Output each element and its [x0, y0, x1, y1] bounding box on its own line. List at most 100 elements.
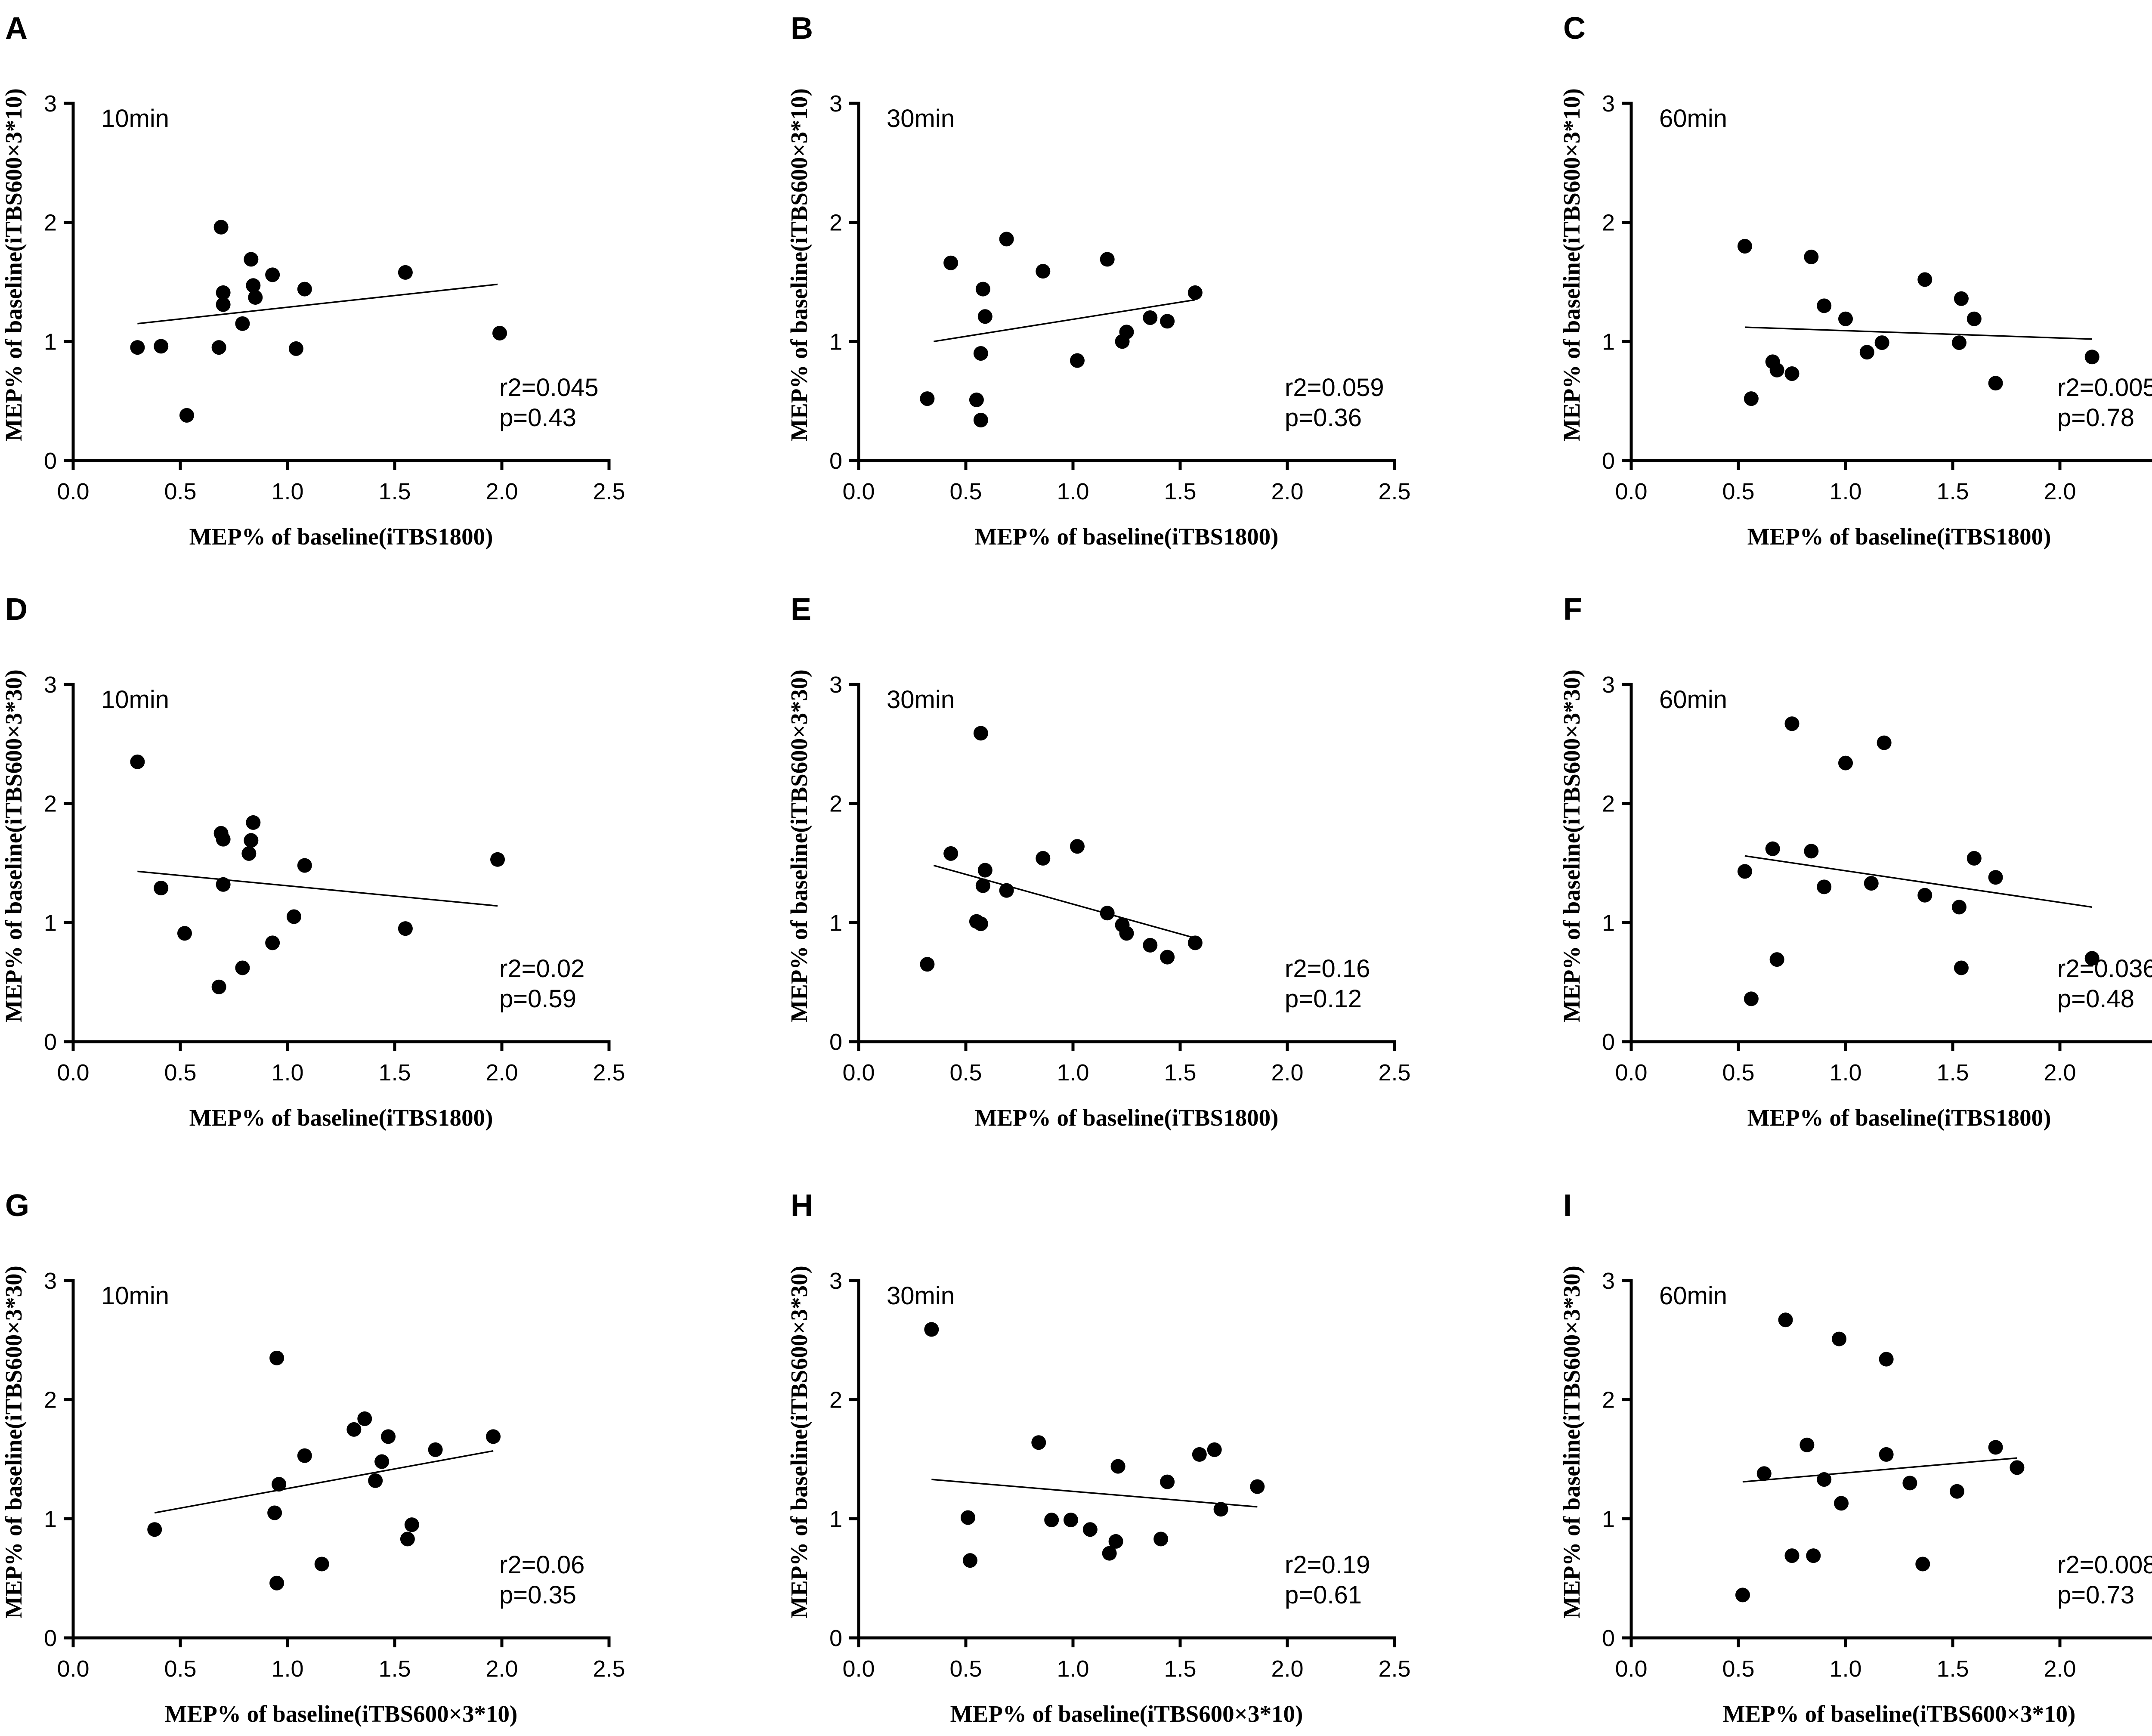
data-point — [1817, 298, 1832, 313]
data-point — [1756, 1466, 1772, 1481]
y-tick-label: 2 — [44, 791, 57, 817]
data-point — [130, 754, 145, 769]
r2-label: r2=0.008 — [2057, 1551, 2152, 1579]
data-point — [1160, 314, 1175, 329]
regression-line — [934, 299, 1196, 343]
y-tick-label: 3 — [829, 672, 842, 698]
panel-letter: B — [791, 11, 813, 46]
regression-line — [1742, 1457, 2017, 1483]
data-point — [404, 1517, 419, 1532]
time-label: 10min — [101, 686, 169, 714]
data-point — [1784, 1548, 1800, 1563]
data-point — [1765, 841, 1780, 856]
data-point — [973, 412, 988, 427]
x-tick-label: 2.0 — [1271, 1656, 1303, 1682]
data-point — [1988, 1440, 2003, 1455]
panel-letter: A — [5, 11, 28, 46]
data-point — [244, 252, 259, 267]
x-tick-label: 0.5 — [949, 1060, 982, 1086]
data-point — [381, 1429, 396, 1444]
x-tick-label: 0.5 — [1722, 1656, 1754, 1682]
y-axis-title: MEP% of baseline(iTBS600×3*10) — [0, 88, 27, 441]
x-axis-title: MEP% of baseline(iTBS1800) — [1747, 1105, 2051, 1131]
y-tick-label: 2 — [1602, 210, 1615, 236]
data-point — [975, 878, 990, 893]
data-point — [943, 255, 959, 270]
regression-line — [137, 283, 498, 325]
data-point — [1082, 1522, 1098, 1537]
data-point — [1119, 926, 1134, 941]
data-point — [1902, 1476, 1917, 1491]
x-tick-label: 2.5 — [2151, 479, 2152, 504]
data-point — [241, 846, 257, 861]
x-tick-label: 1.5 — [1164, 1060, 1196, 1086]
y-tick-label: 2 — [1602, 1387, 1615, 1413]
data-point — [368, 1473, 383, 1488]
regression-line — [933, 864, 1196, 939]
x-tick-label: 1.5 — [378, 1060, 411, 1086]
panel-letter: C — [1563, 11, 1586, 46]
x-tick-label: 2.5 — [593, 479, 625, 504]
data-point — [1951, 900, 1966, 915]
x-tick-label: 1.5 — [1936, 1656, 1969, 1682]
data-point — [1778, 1312, 1793, 1328]
y-axis-title: MEP% of baseline(iTBS600×3*10) — [786, 88, 812, 441]
x-tick-label: 2.5 — [593, 1060, 625, 1086]
data-point — [1143, 938, 1158, 953]
data-point — [1036, 264, 1051, 279]
data-point — [147, 1522, 162, 1537]
data-point — [179, 408, 194, 423]
panel-letter: G — [5, 1188, 29, 1223]
p-value-label: p=0.61 — [1285, 1581, 1362, 1609]
data-point — [973, 346, 988, 361]
x-tick-label: 0.0 — [842, 1656, 875, 1682]
x-tick-label: 0.5 — [1722, 479, 1754, 504]
x-tick-label: 1.0 — [1829, 479, 1861, 504]
regression-line — [1744, 326, 2092, 340]
r2-label: r2=0.005 — [2057, 374, 2152, 402]
data-point — [216, 285, 231, 300]
panel-letter: E — [791, 592, 811, 627]
data-point — [1864, 876, 1879, 891]
data-point — [1917, 272, 1932, 287]
data-point — [1119, 325, 1134, 340]
data-point — [346, 1422, 362, 1437]
panel-d: D 0 1 2 3 0.0 0.5 1.0 1.5 2.0 2.5 MEP% of baseline(… — [0, 592, 625, 1131]
x-tick-label: 1.5 — [378, 479, 411, 504]
y-tick-label: 0 — [829, 1625, 842, 1651]
data-point — [357, 1411, 372, 1426]
data-point — [920, 391, 935, 406]
data-point — [374, 1454, 390, 1469]
data-point — [1874, 335, 1889, 350]
y-tick-label: 1 — [44, 329, 57, 355]
x-tick-label: 0.0 — [842, 1060, 875, 1086]
y-tick-label: 3 — [1602, 1268, 1615, 1294]
panel-letter: D — [5, 592, 28, 627]
data-point — [1160, 1474, 1175, 1489]
x-axis-title: MEP% of baseline(iTBS1800) — [189, 523, 493, 550]
x-tick-label: 1.0 — [1829, 1060, 1861, 1086]
y-axis-title: MEP% of baseline(iTBS600×3*30) — [0, 1266, 27, 1618]
y-tick-label: 0 — [1602, 1625, 1615, 1651]
data-point — [216, 297, 231, 312]
regression-line — [1744, 855, 2092, 908]
time-label: 30min — [887, 105, 955, 133]
data-point — [2084, 350, 2099, 365]
p-value-label: p=0.73 — [2057, 1581, 2134, 1609]
panel-letter: F — [1563, 592, 1582, 627]
y-tick-label: 1 — [44, 1506, 57, 1532]
data-point — [2084, 951, 2099, 966]
panel-g: G 0 1 2 3 0.0 0.5 1.0 1.5 2.0 2.5 MEP% of baseline(… — [0, 1188, 625, 1727]
data-point — [1954, 960, 1969, 975]
data-point — [1915, 1557, 1930, 1572]
data-point — [973, 726, 988, 741]
data-point — [1879, 1447, 1894, 1462]
data-point — [211, 979, 226, 994]
data-point — [211, 340, 226, 355]
y-tick-label: 3 — [44, 672, 57, 698]
r2-label: r2=0.036 — [2057, 955, 2152, 983]
data-point — [269, 1575, 284, 1591]
data-point — [1784, 716, 1800, 731]
data-point — [288, 341, 303, 356]
x-tick-label: 1.5 — [1936, 479, 1969, 504]
